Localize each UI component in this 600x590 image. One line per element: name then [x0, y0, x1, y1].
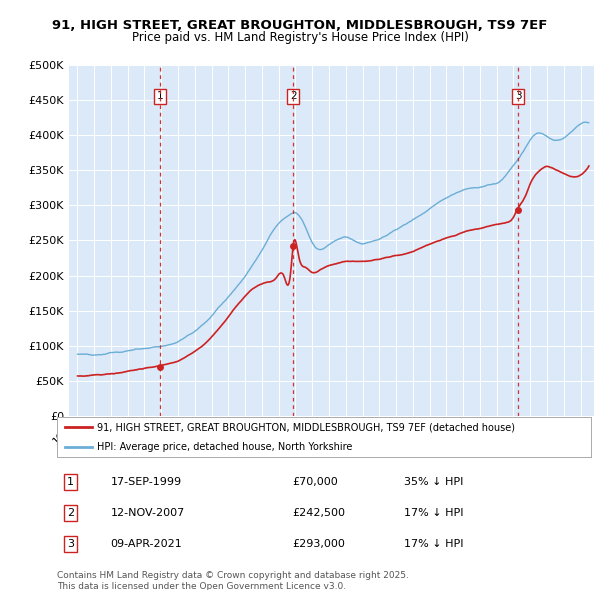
Text: 12-NOV-2007: 12-NOV-2007: [110, 508, 185, 518]
Text: 35% ↓ HPI: 35% ↓ HPI: [404, 477, 463, 487]
Text: 91, HIGH STREET, GREAT BROUGHTON, MIDDLESBROUGH, TS9 7EF (detached house): 91, HIGH STREET, GREAT BROUGHTON, MIDDLE…: [97, 422, 515, 432]
Text: 3: 3: [67, 539, 74, 549]
Text: Contains HM Land Registry data © Crown copyright and database right 2025.
This d: Contains HM Land Registry data © Crown c…: [57, 571, 409, 590]
Text: 17-SEP-1999: 17-SEP-1999: [110, 477, 182, 487]
Text: 2: 2: [290, 91, 296, 101]
Text: 17% ↓ HPI: 17% ↓ HPI: [404, 539, 464, 549]
Text: £242,500: £242,500: [292, 508, 345, 518]
Text: 1: 1: [157, 91, 164, 101]
Text: 2: 2: [67, 508, 74, 518]
Text: HPI: Average price, detached house, North Yorkshire: HPI: Average price, detached house, Nort…: [97, 442, 352, 452]
Text: £293,000: £293,000: [292, 539, 345, 549]
Text: 17% ↓ HPI: 17% ↓ HPI: [404, 508, 464, 518]
Text: 3: 3: [515, 91, 521, 101]
Text: 91, HIGH STREET, GREAT BROUGHTON, MIDDLESBROUGH, TS9 7EF: 91, HIGH STREET, GREAT BROUGHTON, MIDDLE…: [52, 19, 548, 32]
Text: 09-APR-2021: 09-APR-2021: [110, 539, 182, 549]
Text: 1: 1: [67, 477, 74, 487]
Text: Price paid vs. HM Land Registry's House Price Index (HPI): Price paid vs. HM Land Registry's House …: [131, 31, 469, 44]
Text: £70,000: £70,000: [292, 477, 338, 487]
